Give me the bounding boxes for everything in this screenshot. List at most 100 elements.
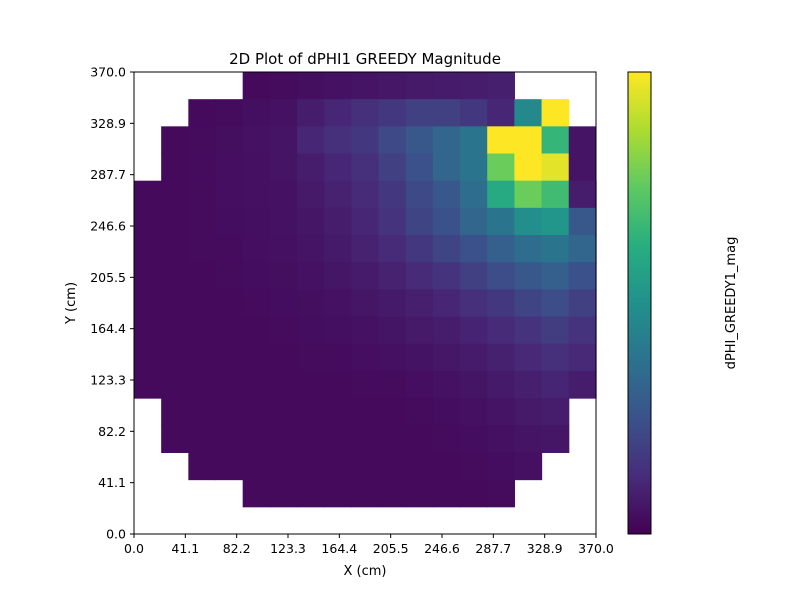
heatmap-cell	[405, 180, 434, 209]
heatmap-cell	[460, 452, 488, 481]
heatmap-cell	[378, 99, 407, 127]
heatmap-cell	[134, 235, 162, 263]
heatmap-cell	[297, 289, 325, 318]
heatmap-cell	[297, 126, 325, 155]
heatmap-cell	[324, 153, 352, 182]
heatmap-cell	[161, 207, 189, 236]
heatmap-cell	[351, 398, 380, 426]
heatmap-cell	[351, 99, 380, 127]
plot-frame	[133, 71, 597, 535]
heatmap-cell	[432, 398, 461, 426]
heatmap-cell	[188, 153, 217, 182]
heatmap-cell	[568, 235, 597, 263]
heatmap-cell	[242, 398, 271, 426]
heatmap-cell	[324, 370, 352, 399]
heatmap-cell	[487, 207, 515, 236]
heatmap-cell	[405, 262, 434, 290]
heatmap-cell	[324, 316, 352, 345]
heatmap-cell	[351, 316, 380, 345]
heatmap-cell	[269, 126, 298, 155]
heatmap-cell	[487, 316, 515, 345]
heatmap-cell	[242, 126, 271, 155]
heatmap-cell	[351, 207, 380, 236]
heatmap-cell	[541, 99, 570, 127]
x-tick-label: 287.7	[475, 541, 511, 556]
heatmap-cell	[405, 289, 434, 318]
heatmap-cell	[568, 207, 597, 236]
heatmap-cell	[514, 370, 543, 399]
heatmap-cell	[541, 207, 570, 236]
heatmap-cell	[242, 153, 271, 182]
heatmap-cell	[324, 207, 352, 236]
heatmap-cell	[460, 262, 488, 290]
heatmap-cell	[541, 180, 570, 209]
heatmap-cell	[134, 289, 162, 318]
heatmap-cell	[297, 99, 325, 127]
heatmap-cell	[378, 479, 407, 508]
heatmap-cell	[460, 235, 488, 263]
heatmap-cell	[351, 289, 380, 318]
y-tick-label: 287.7	[90, 167, 126, 182]
heatmap-cell	[432, 180, 461, 209]
heatmap-cell	[460, 343, 488, 372]
heatmap-cell	[460, 207, 488, 236]
heatmap-cell	[460, 99, 488, 127]
heatmap-cell	[541, 153, 570, 182]
y-tick-label: 370.0	[90, 65, 126, 80]
heatmap-cell	[297, 180, 325, 209]
heatmap-cell	[405, 452, 434, 481]
y-tick-label: 41.1	[98, 475, 126, 490]
heatmap-cell	[351, 343, 380, 372]
heatmap-cell	[378, 72, 407, 100]
heatmap-cell	[215, 99, 244, 127]
heatmap-cell	[242, 207, 271, 236]
heatmap-cell	[487, 343, 515, 372]
heatmap-cell	[568, 370, 597, 399]
heatmap-cell	[378, 180, 407, 209]
heatmap-cell	[297, 398, 325, 426]
heatmap-cell	[432, 479, 461, 508]
y-tick-label: 0.0	[106, 527, 126, 542]
x-tick-label: 0.0	[124, 541, 144, 556]
heatmap-cell	[242, 343, 271, 372]
heatmap-cell	[405, 153, 434, 182]
heatmap-cell	[514, 99, 543, 127]
y-tick-label: 246.6	[90, 219, 126, 234]
x-tick-label: 123.3	[270, 541, 306, 556]
heatmap-cell	[242, 316, 271, 345]
heatmap-cell	[460, 289, 488, 318]
x-tick-label: 205.5	[373, 541, 409, 556]
heatmap-cell	[378, 370, 407, 399]
heatmap-cell	[351, 262, 380, 290]
heatmap-cell	[432, 99, 461, 127]
heatmap-cell	[405, 398, 434, 426]
heatmap-cell	[215, 425, 244, 453]
heatmap-cell	[514, 126, 543, 155]
heatmap-cell	[514, 235, 543, 263]
heatmap-cell	[188, 262, 217, 290]
x-tick-label: 246.6	[424, 541, 460, 556]
heatmap-cell	[324, 99, 352, 127]
heatmap-cell	[134, 180, 162, 209]
colorbar-label: dPHI_GREEDY1_mag	[724, 237, 739, 370]
heatmap-cell	[161, 316, 189, 345]
heatmap-cell	[188, 316, 217, 345]
x-tick-label: 82.2	[223, 541, 251, 556]
heatmap-cell	[351, 153, 380, 182]
heatmap-cell	[432, 452, 461, 481]
heatmap-cell	[297, 153, 325, 182]
heatmap-cell	[541, 343, 570, 372]
heatmap-cell	[405, 479, 434, 508]
heatmap-cell	[568, 289, 597, 318]
y-tick-label: 82.2	[98, 424, 126, 439]
heatmap-cell	[161, 180, 189, 209]
heatmap-cell	[460, 370, 488, 399]
heatmap-cell	[188, 99, 217, 127]
heatmap-cell	[297, 262, 325, 290]
heatmap-cell	[432, 262, 461, 290]
heatmap-cell	[215, 262, 244, 290]
heatmap-cell	[269, 180, 298, 209]
heatmap-cell	[487, 180, 515, 209]
heatmap-cell	[487, 425, 515, 453]
